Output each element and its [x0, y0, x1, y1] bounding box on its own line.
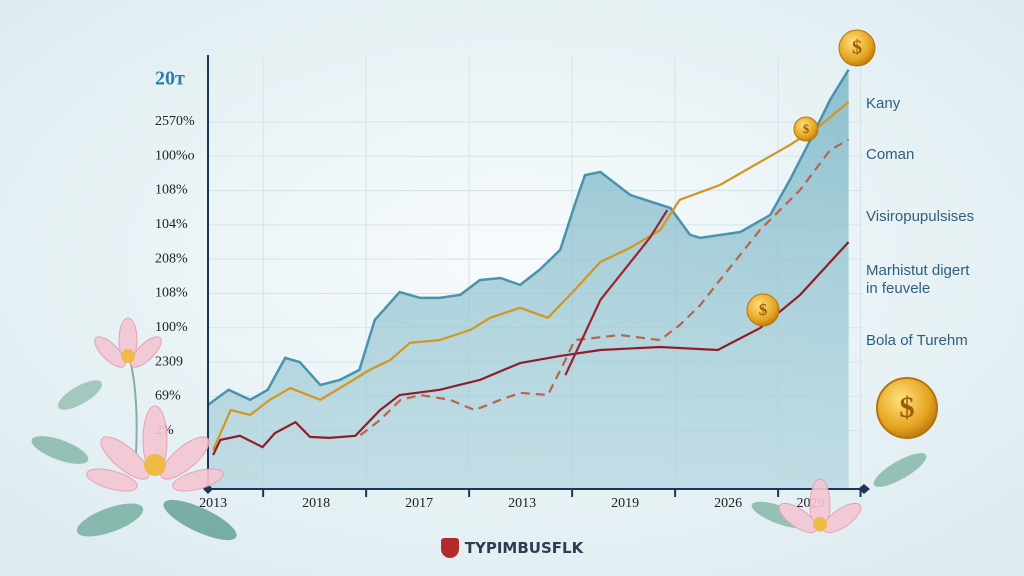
- flower-left: [31, 317, 237, 541]
- x-tick-label: 2018: [302, 496, 330, 511]
- brand: TYPIMBUSFLK: [464, 539, 584, 557]
- y-tick-label: 104%: [155, 217, 188, 232]
- series-line: [212, 241, 850, 456]
- legend-label: Marhistut digert in feuvele: [866, 262, 970, 297]
- flower-right: [751, 453, 927, 534]
- footer: TYPIMBUSFLK: [0, 538, 1024, 558]
- coin-icon: $ $ $ $: [746, 29, 938, 439]
- y-tick-label: 100%o: [155, 148, 195, 163]
- series-line: [564, 209, 669, 376]
- chart-title: 20т: [155, 68, 185, 90]
- svg-text:$: $: [900, 391, 915, 424]
- legend-label: Kany: [866, 95, 901, 112]
- y-tick-label: 2570%: [155, 114, 195, 129]
- y-tick-label: 208%: [155, 251, 188, 266]
- x-tick-label: 2013: [199, 496, 227, 511]
- series-line: [212, 101, 850, 451]
- legend-label: Bola of Turehm: [866, 332, 968, 349]
- y-tick-label: 108%: [155, 183, 188, 198]
- plot: 2%69%2309100%108%208%104%108%100%o2570%2…: [155, 55, 870, 511]
- x-tick-label: 2017: [405, 496, 433, 511]
- legend-label: Visiropupulsises: [866, 208, 975, 225]
- x-tick-label: 2026: [714, 496, 742, 511]
- svg-text:$: $: [852, 37, 862, 59]
- svg-text:$: $: [803, 121, 810, 136]
- legend-label: Coman: [866, 146, 915, 163]
- y-tick-label: 100%: [155, 320, 188, 335]
- y-tick-label: 2309: [155, 354, 183, 369]
- x-tick-label: 2013: [508, 496, 536, 511]
- y-tick-label: 108%: [155, 286, 188, 301]
- logo-icon: [440, 538, 459, 558]
- series-line: [359, 138, 850, 436]
- y-tick-label: 69%: [155, 389, 181, 404]
- x-tick-label: 2019: [611, 496, 639, 511]
- svg-text:$: $: [759, 300, 768, 319]
- area-line: [207, 69, 850, 406]
